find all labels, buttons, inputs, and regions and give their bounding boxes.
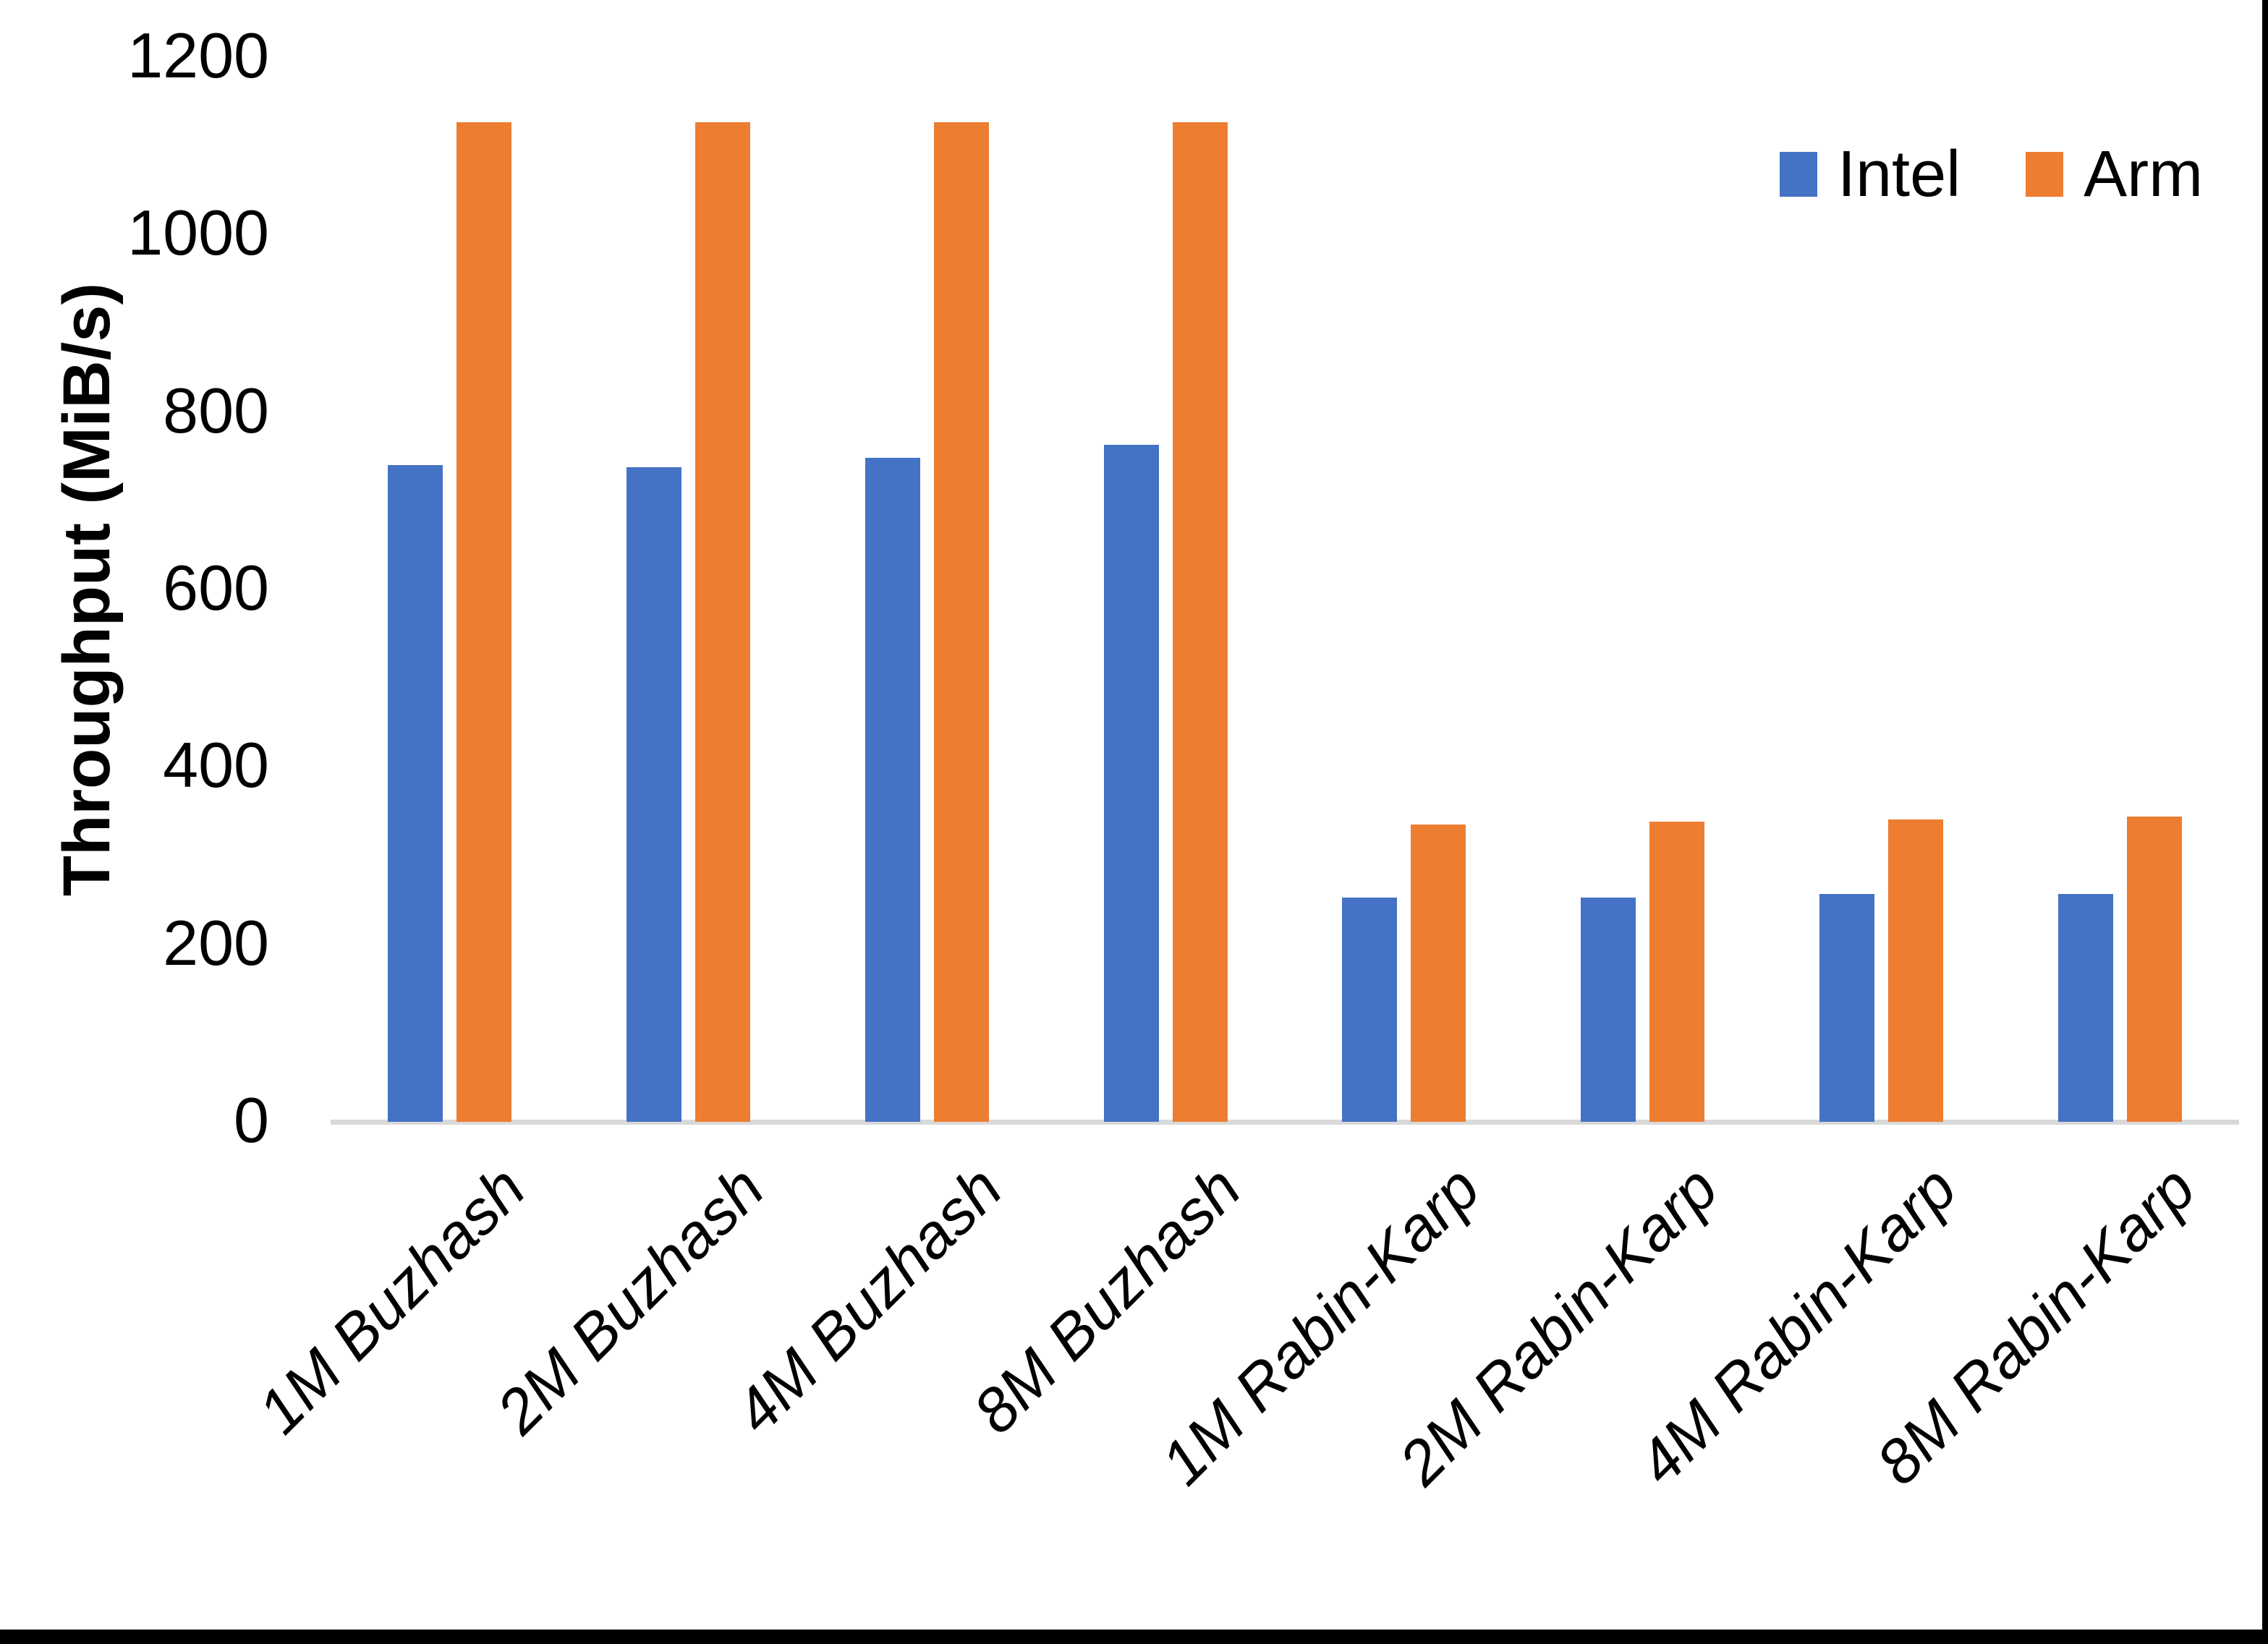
- y-tick-label-200: 200: [163, 906, 269, 979]
- bar-intel-8m-rabin-karp: [2057, 893, 2113, 1122]
- bar-intel-1m-rabin-karp: [1342, 897, 1398, 1122]
- bar-intel-1m-buzhash: [388, 465, 443, 1122]
- y-tick-label-0: 0: [234, 1084, 269, 1157]
- bar-arm-1m-buzhash: [456, 122, 512, 1122]
- bar-arm-4m-buzhash: [933, 122, 989, 1122]
- bar-arm-2m-rabin-karp: [1649, 822, 1705, 1122]
- legend-item-intel: Intel: [1780, 142, 1961, 207]
- screenshot-right-border: [2262, 0, 2268, 1644]
- y-tick-label-1200: 1200: [127, 20, 269, 92]
- bar-intel-2m-buzhash: [627, 467, 682, 1122]
- screenshot-bottom-border: [0, 1630, 2268, 1644]
- y-tick-label-400: 400: [163, 729, 269, 801]
- bar-arm-4m-rabin-karp: [1887, 819, 1943, 1122]
- legend-item-arm: Arm: [2026, 142, 2203, 207]
- x-axis-line: [331, 1120, 2239, 1125]
- bar-arm-1m-rabin-karp: [1411, 825, 1466, 1122]
- bar-intel-4m-rabin-karp: [1819, 893, 1874, 1122]
- bar-intel-8m-buzhash: [1103, 445, 1159, 1122]
- y-tick-label-1000: 1000: [127, 197, 269, 269]
- legend: Intel Arm: [1780, 142, 2203, 207]
- y-tick-label-800: 800: [163, 374, 269, 446]
- intel-series-label: Intel: [1838, 138, 1961, 210]
- bar-intel-4m-buzhash: [865, 458, 920, 1122]
- bar-arm-2m-buzhash: [695, 122, 751, 1122]
- bar-arm-8m-buzhash: [1172, 122, 1228, 1122]
- y-tick-label-600: 600: [163, 552, 269, 624]
- bar-intel-2m-rabin-karp: [1581, 897, 1636, 1122]
- intel-series-swatch: [1780, 152, 1817, 197]
- arm-series-swatch: [2026, 152, 2064, 197]
- bar-arm-8m-rabin-karp: [2126, 817, 2182, 1122]
- arm-series-label: Arm: [2084, 138, 2204, 210]
